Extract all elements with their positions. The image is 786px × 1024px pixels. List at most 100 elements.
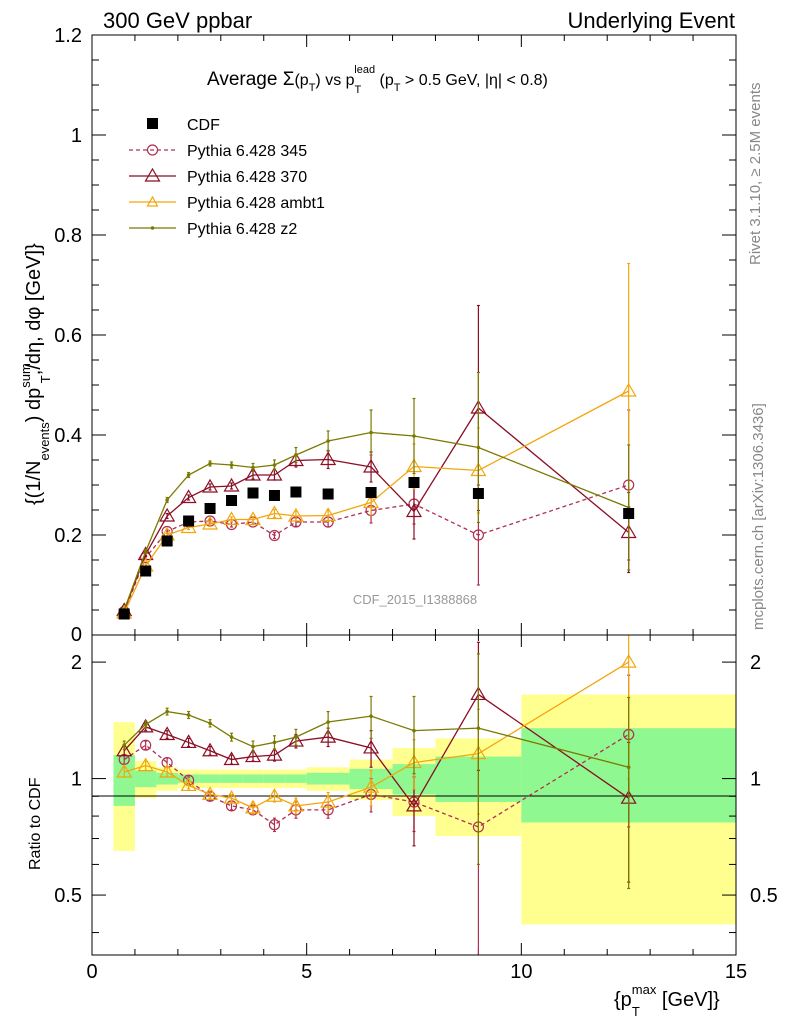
ratio-point (186, 713, 191, 717)
legend-label-ambt1: Pythia 6.428 ambt1 (187, 195, 325, 212)
band-inner-bin (220, 774, 243, 783)
data-point-cdf (118, 608, 130, 620)
ratio-point (165, 709, 169, 714)
series-point (143, 549, 148, 554)
ratio-xtick-label: 5 (301, 961, 312, 983)
ratio-error-bar (187, 737, 191, 748)
series-pythia-6-428-370 (116, 304, 637, 617)
data-point-cdf (365, 487, 377, 498)
ratio-error-bar (627, 696, 631, 890)
ratio-xtick-labels: 0 5 10 15 (86, 961, 747, 983)
ratio-error-bar (369, 769, 373, 807)
ratio-frame (91, 634, 737, 956)
series-point (223, 477, 240, 492)
rivet-label: Rivet 3.1.10, ≥ 2.5M events (747, 83, 764, 266)
main-y-axis-label: {(1/Nevents) dpsum T,/dη, dφ [GeV]} (18, 243, 53, 505)
ratio-point (412, 728, 416, 733)
legend-label-cdf: CDF (187, 117, 220, 134)
main-panel: Average Σ(pT) vs pTlead (pT > 0.5 GeV, |… (18, 25, 737, 646)
ratio-error-bar (144, 740, 148, 750)
ratio-point (320, 728, 337, 743)
series-point (244, 511, 262, 526)
ratio-point (363, 739, 380, 754)
ratio-point (266, 746, 283, 761)
ratio-ytick-label-right: 1 (750, 769, 761, 791)
error-bar (251, 515, 255, 524)
band-inner-bin (285, 774, 307, 783)
band-inner-bin (242, 774, 264, 783)
error-bar (165, 512, 169, 520)
series-point (412, 434, 416, 438)
series-line (123, 431, 629, 611)
main-ytick-label: 0.6 (54, 325, 82, 347)
series-point (320, 507, 337, 522)
ratio-point (244, 748, 262, 763)
ratio-xtick-label: 0 (86, 961, 97, 983)
series-pythia-6-428-345 (118, 409, 635, 618)
ratio-ytick-label: 1 (71, 769, 82, 791)
data-point-cdf (140, 565, 152, 577)
series-point (165, 498, 169, 502)
ratio-point (620, 653, 637, 668)
series-point (287, 452, 304, 467)
ratio-point (287, 732, 304, 747)
series-point (202, 515, 219, 530)
ratio-point (287, 797, 304, 812)
main-ticks (91, 34, 737, 636)
ratio-point (272, 740, 277, 745)
data-point-cdf (183, 515, 195, 527)
main-ytick-label: 1 (71, 125, 82, 147)
ratio-error-bar (412, 695, 416, 775)
series-point (369, 430, 373, 435)
series-point (326, 439, 330, 443)
ratio-y-axis-label: Ratio to CDF (27, 777, 44, 870)
series-point (186, 473, 191, 477)
legend-marker-z2 (150, 226, 155, 230)
ratio-point (116, 763, 133, 778)
ratio-point (476, 726, 481, 730)
ratio-ytick-label-right: 0.5 (750, 885, 778, 907)
ratio-point (159, 726, 176, 741)
series-pythia-6-428-z2 (122, 371, 631, 613)
ratio-point (202, 786, 219, 801)
ratio-error-bar (230, 793, 234, 803)
main-ytick-labels: 0.2 0.4 0.6 0.8 1 1.2 (54, 25, 82, 547)
ratio-point (140, 739, 152, 751)
ratio-ytick-label-right: 2 (750, 652, 761, 674)
series-point (320, 451, 337, 466)
legend-entry-cdf: CDF (147, 117, 220, 134)
error-bar (230, 482, 234, 490)
ratio-series-pythia-6-428-z2 (122, 653, 631, 890)
series-point (620, 382, 637, 397)
data-point-cdf (322, 488, 334, 500)
legend-entry-370: Pythia 6.428 370 (129, 167, 307, 186)
ratio-xtick-label: 15 (725, 961, 747, 983)
series-point (180, 489, 197, 504)
ratio-point (244, 799, 262, 814)
series-pythia-6-428-ambt1 (116, 262, 637, 619)
ratio-series-line (123, 710, 629, 768)
main-ytick-label: 0.8 (54, 225, 82, 247)
series-point (251, 465, 255, 470)
data-point-cdf (408, 477, 420, 488)
error-bar (187, 494, 191, 501)
ratio-point (137, 757, 154, 772)
ratio-point (294, 735, 298, 739)
main-ytick-label: 0.2 (54, 525, 82, 547)
ratio-point (143, 722, 148, 727)
series-point (208, 461, 212, 466)
legend-entry-z2: Pythia 6.428 z2 (129, 221, 297, 238)
series-point (266, 505, 283, 520)
ratio-point (180, 734, 197, 749)
header-right: Underlying Event (567, 8, 735, 33)
band-inner-bin (306, 772, 350, 785)
ratio-point (326, 720, 330, 724)
ratio-point (223, 751, 240, 766)
analysis-watermark: CDF_2015_I1388868 (353, 592, 477, 607)
main-data-points (118, 477, 635, 620)
ratio-point (122, 743, 126, 747)
ratio-error-bar (476, 653, 480, 866)
ratio-point (223, 789, 240, 804)
data-point-cdf (472, 488, 484, 499)
